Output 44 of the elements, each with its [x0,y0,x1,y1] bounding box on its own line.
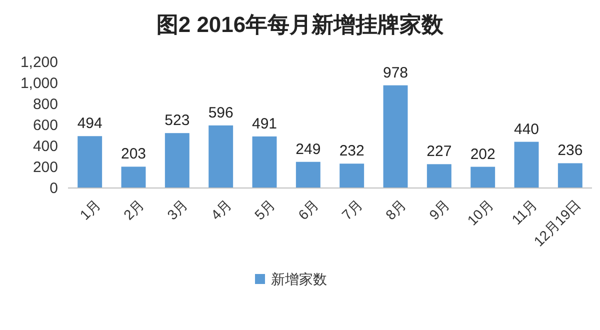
bar [296,162,320,188]
data-label: 236 [558,142,583,160]
bar [426,164,452,188]
data-label: 491 [252,115,278,132]
y-tick-label: 200 [32,159,58,176]
x-tick-label: 3月 [164,196,191,223]
bar [383,85,408,188]
data-label: 203 [120,146,146,163]
y-tick-label: 400 [32,138,58,155]
x-tick-label: 9月 [426,196,453,223]
bar [558,163,582,188]
y-tick-label: 0 [50,180,58,197]
data-label: 440 [514,120,540,138]
data-label: 227 [426,143,452,160]
x-tick-label: 7月 [338,196,366,223]
data-label: 249 [296,140,321,158]
bar [340,164,364,188]
x-tick-label: 6月 [294,196,322,223]
x-tick-label: 11月 [508,196,540,228]
y-tick-label: 800 [32,96,58,113]
data-label: 202 [470,146,496,163]
bar [208,125,234,188]
bar [252,136,277,188]
bar [78,136,102,188]
x-tick-label: 2月 [120,196,147,223]
bar [164,133,190,188]
data-label: 596 [208,104,234,122]
x-tick-label: 5月 [251,196,278,223]
data-label: 978 [382,64,408,82]
y-tick-label: 1,000 [20,75,58,92]
data-label: 232 [339,142,364,160]
bar [514,142,539,188]
y-tick-label: 1,200 [20,54,58,71]
y-tick-label: 600 [32,117,58,134]
legend-label: 新增家数 [271,271,327,287]
x-tick-label: 4月 [208,196,234,223]
x-tick-label: 10月 [464,196,496,228]
data-label: 523 [164,112,190,130]
x-tick-label: 1月 [76,196,104,223]
data-label: 494 [77,115,102,132]
bar [121,166,146,188]
chart-title: 图2 2016年每月新增挂牌家数 [156,12,445,37]
x-tick-label: 8月 [382,196,409,223]
bar [470,166,496,188]
